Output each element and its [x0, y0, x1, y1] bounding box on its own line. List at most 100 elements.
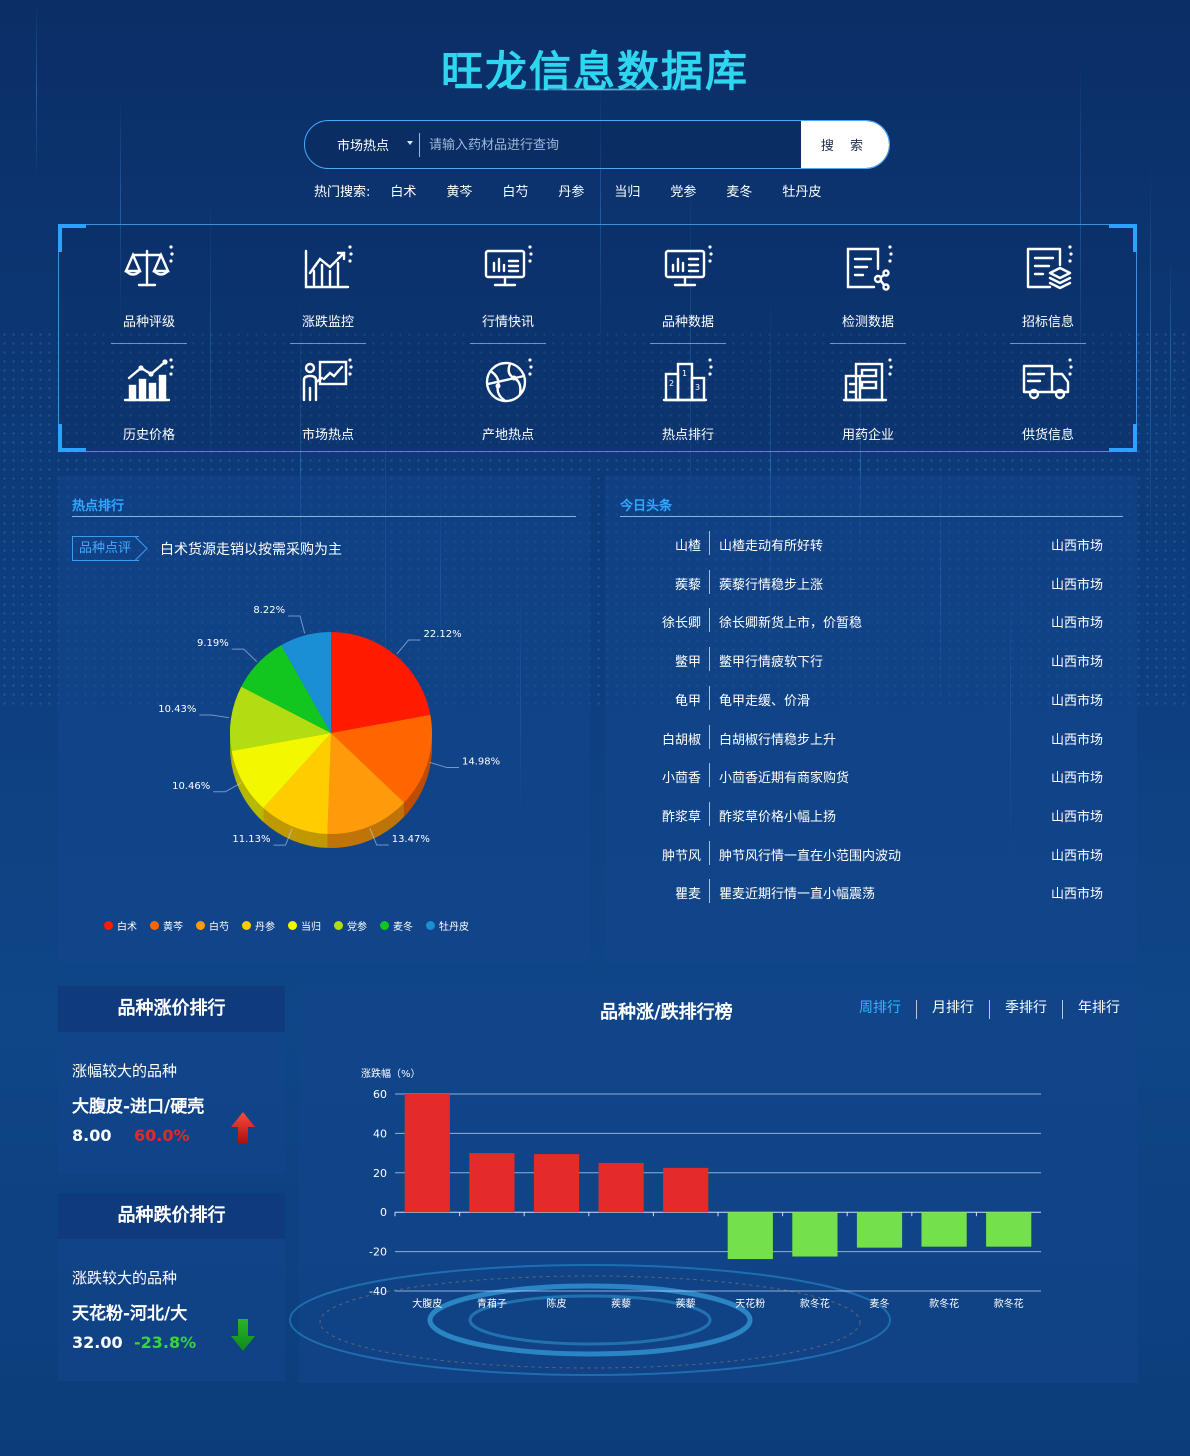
hot-keyword[interactable]: 牡丹皮: [782, 185, 822, 200]
today-title[interactable]: 今日头条: [620, 499, 673, 514]
hot-keyword[interactable]: 黄芩: [446, 185, 473, 200]
news-title[interactable]: 小茴香近期有商家购货: [719, 771, 850, 787]
news-row[interactable]: 徐长卿 徐长卿新货上市，价暂稳 山西市场: [606, 602, 1136, 640]
hot-keyword[interactable]: 麦冬: [726, 185, 753, 200]
pie-slice[interactable]: [230, 686, 331, 751]
rank-chart-title: 品种涨/跌排行榜: [600, 1002, 733, 1023]
pie-slice[interactable]: [331, 714, 433, 803]
hot-keyword[interactable]: 当归: [614, 185, 641, 200]
news-title[interactable]: 酢浆草价格小幅上扬: [719, 809, 837, 825]
legend-item[interactable]: 党参: [334, 918, 367, 933]
comment-headline[interactable]: 白术货源走销以按需采购为主: [160, 542, 342, 558]
tab-month[interactable]: 月排行: [917, 1000, 990, 1019]
nav-item-origin-hotspot[interactable]: 产地热点: [448, 338, 568, 446]
news-title[interactable]: 蒺藜行情稳步上涨: [719, 577, 824, 593]
bar[interactable]: [856, 1212, 903, 1248]
pie-slice[interactable]: [263, 733, 331, 834]
news-separator: [709, 531, 710, 555]
legend-item[interactable]: 白芍: [196, 918, 229, 933]
legend-swatch: [242, 921, 251, 930]
legend-swatch: [104, 921, 113, 930]
news-row[interactable]: 酢浆草 酢浆草价格小幅上扬 山西市场: [606, 796, 1136, 834]
legend-item[interactable]: 牡丹皮: [426, 918, 469, 933]
news-title[interactable]: 徐长卿新货上市，价暂稳: [719, 616, 863, 632]
bar[interactable]: [533, 1154, 580, 1213]
search-button[interactable]: 搜 索: [801, 121, 889, 168]
legend-item[interactable]: 麦冬: [380, 918, 413, 933]
news-row[interactable]: 肿节风 肿节风行情一直在小范围内波动 山西市场: [606, 835, 1136, 873]
news-title[interactable]: 山楂走动有所好转: [719, 539, 824, 554]
bar[interactable]: [792, 1212, 838, 1257]
hot-keyword[interactable]: 白术: [390, 185, 417, 200]
hot-rank-title[interactable]: 热点排行: [72, 499, 125, 514]
bar[interactable]: [598, 1162, 644, 1213]
x-tick-label: 款冬花: [994, 1297, 1024, 1310]
pie-data-label: 9.19%: [197, 638, 229, 649]
news-title[interactable]: 瞿麦近期行情一直小幅震荡: [719, 887, 876, 903]
bar[interactable]: [921, 1212, 967, 1247]
news-row[interactable]: 鳖甲 鳖甲行情疲软下行 山西市场: [606, 641, 1136, 679]
pie-slice[interactable]: [327, 733, 405, 834]
nav-underline: [470, 343, 546, 344]
news-row[interactable]: 蒺藜 蒺藜行情稳步上涨 山西市场: [606, 564, 1136, 602]
legend-item[interactable]: 丹参: [242, 918, 275, 933]
legend-swatch: [426, 921, 435, 930]
search-input[interactable]: [429, 133, 799, 157]
hot-keyword[interactable]: 丹参: [558, 185, 585, 200]
legend-item[interactable]: 黄芩: [150, 918, 183, 933]
x-tick-label: 青葙子: [477, 1297, 507, 1310]
fall-card-variety[interactable]: 天花粉-河北/大: [72, 1304, 188, 1324]
x-tick-label: 麦冬: [870, 1297, 890, 1310]
truck-icon: [1022, 358, 1073, 400]
pie-slice[interactable]: [231, 733, 331, 808]
bar[interactable]: [986, 1212, 1032, 1247]
x-tick-label: 蒺藜: [611, 1297, 631, 1310]
pie-label-line: [199, 714, 230, 719]
pie-slice[interactable]: [331, 632, 431, 733]
news-row[interactable]: 山楂 山楂走动有所好转 山西市场: [606, 525, 1136, 563]
y-tick-label: 60: [373, 1088, 387, 1101]
news-row[interactable]: 白胡椒 白胡椒行情稳步上升 山西市场: [606, 719, 1136, 757]
news-variety: 龟甲: [674, 693, 701, 709]
pie-slice[interactable]: [281, 632, 331, 733]
news-title[interactable]: 鳖甲行情疲软下行: [719, 655, 824, 671]
tab-year[interactable]: 年排行: [1078, 1000, 1120, 1016]
tab-quarter[interactable]: 季排行: [990, 1000, 1063, 1019]
news-title[interactable]: 龟甲走缓、价滑: [719, 693, 811, 709]
svg-text:1: 1: [682, 369, 687, 378]
hot-keyword[interactable]: 白芍: [502, 185, 529, 200]
hot-keyword[interactable]: 党参: [670, 185, 697, 200]
news-title[interactable]: 肿节风行情一直在小范围内波动: [719, 848, 902, 864]
nav-item-market-news[interactable]: 行情快讯: [448, 225, 568, 344]
nav-item-tender-info[interactable]: 招标信息: [988, 225, 1108, 344]
nav-item-test-data[interactable]: 检测数据: [808, 225, 928, 344]
bar[interactable]: [469, 1153, 515, 1213]
search-scope-select[interactable]: 市场热点: [305, 121, 419, 168]
nav-underline: [111, 343, 187, 344]
nav-item-variety-rating[interactable]: 品种评级: [89, 225, 209, 344]
pie-slice[interactable]: [241, 645, 331, 733]
nav-item-market-hotspot[interactable]: 市场热点: [268, 338, 388, 446]
nav-item-variety-data[interactable]: 品种数据: [628, 225, 748, 344]
news-market: 山西市场: [1051, 809, 1104, 825]
bar[interactable]: [404, 1094, 450, 1213]
nav-item-price-monitor[interactable]: 涨跌监控: [268, 225, 388, 344]
news-title[interactable]: 白胡椒行情稳步上升: [719, 732, 837, 748]
nav-item-history-price[interactable]: 历史价格: [89, 338, 209, 446]
legend-item[interactable]: 当归: [288, 918, 321, 933]
news-row[interactable]: 瞿麦 瞿麦近期行情一直小幅震荡 山西市场: [606, 873, 1136, 911]
pie-label-line: [231, 648, 258, 662]
monitor-data-icon: [664, 245, 713, 287]
nav-item-supply-info[interactable]: 供货信息: [988, 338, 1108, 446]
bar[interactable]: [663, 1167, 709, 1213]
bar[interactable]: [727, 1212, 773, 1260]
tab-week[interactable]: 周排行: [844, 1000, 917, 1019]
news-row[interactable]: 小茴香 小茴香近期有商家购货 山西市场: [606, 757, 1136, 795]
nav-item-pharma-company[interactable]: 用药企业: [808, 338, 928, 446]
news-row[interactable]: 龟甲 龟甲走缓、价滑 山西市场: [606, 680, 1136, 718]
nav-item-label: 热点排行: [661, 428, 714, 443]
legend-item[interactable]: 白术: [104, 918, 137, 933]
panel-corner: [1109, 224, 1137, 252]
rise-card-variety[interactable]: 大腹皮-进口/硬壳: [72, 1097, 205, 1117]
